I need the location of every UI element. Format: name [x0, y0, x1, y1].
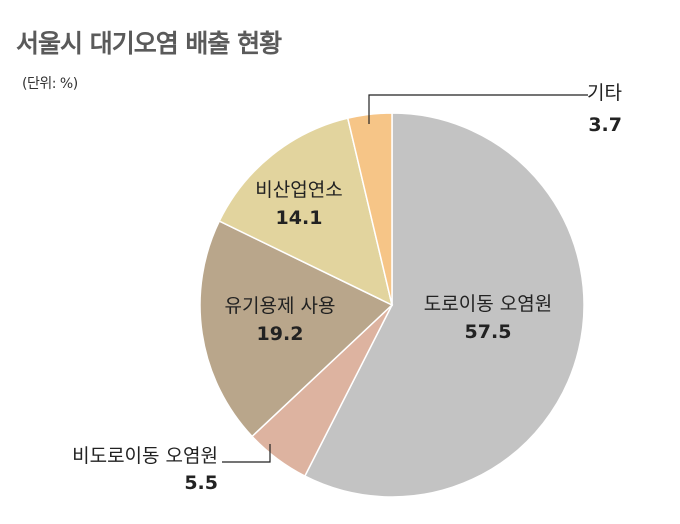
pie-slices	[199, 112, 585, 498]
unit-label: (단위: %)	[22, 76, 78, 92]
slice-4-label: 비산업연소	[255, 179, 342, 201]
slice-5	[346, 112, 393, 306]
slice-2-leader-line	[222, 444, 271, 463]
chart-title: 서울시 대기오염 배출 현황	[16, 29, 282, 58]
slice-1-value: 57.5	[465, 321, 512, 343]
slice-2-value: 5.5	[184, 472, 218, 494]
slice-4	[218, 117, 394, 307]
leader-lines	[222, 94, 588, 463]
slice-5-label: 기타	[587, 82, 622, 104]
slice-5-value: 3.7	[588, 114, 622, 136]
slice-1-label: 도로이동 오염원	[424, 293, 552, 315]
slice-4-value: 14.1	[276, 207, 323, 229]
slice-3	[199, 220, 394, 438]
slice-5-leader-line	[368, 94, 588, 124]
slice-3-value: 19.2	[257, 323, 304, 345]
slice-3-label: 유기용제 사용	[225, 295, 336, 317]
slice-1	[303, 112, 585, 498]
slice-labels: 도로이동 오염원 57.5 비도로이동 오염원 5.5 유기용제 사용 19.2 비산업연소…	[72, 82, 622, 494]
slice-2-label: 비도로이동 오염원	[72, 445, 218, 467]
